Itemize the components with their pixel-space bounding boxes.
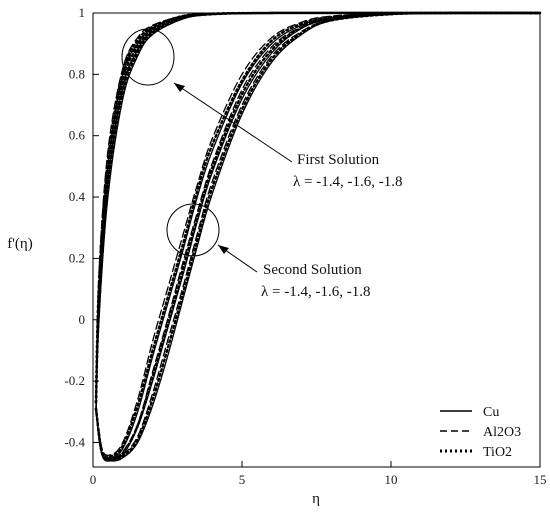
y-tick-label: -0.2 [64,373,85,388]
legend-label-al2o3: Al2O3 [483,425,521,440]
y-tick-label: 1 [79,5,86,20]
first-solution-lambda: λ = -1.4, -1.6, -1.8 [293,174,402,190]
second-solution-line-tio2-lambda-1_8 [94,11,542,461]
first-solution-line-tio2-lambda-1_8 [94,11,542,404]
y-tick-label: 0.4 [69,189,86,204]
legend: Cu Al2O3 TiO2 [440,405,521,460]
legend-label-tio2: TiO2 [483,445,512,460]
series-layer [94,11,542,462]
y-tick-label: -0.4 [64,434,85,449]
second-solution-lambda: λ = -1.4, -1.6, -1.8 [261,284,370,300]
y-tick-label: 0.8 [69,66,85,81]
y-tick-label: 0 [79,312,86,327]
x-tick-label: 0 [90,472,97,487]
y-tick-label: 0.2 [69,250,85,265]
x-tick-label: 15 [534,472,547,487]
legend-label-cu: Cu [483,405,499,420]
second-solution-title: Second Solution [263,262,362,278]
second-solution-line-tio2-lambda-1_4 [94,11,542,459]
first-solution-arrowhead [174,83,185,92]
y-axis-title: f'(η) [7,236,33,252]
y-tick-label: 0.6 [69,128,86,143]
second-solution-circle [166,203,220,257]
plot-frame [92,12,541,468]
second-solution-arrowhead [218,245,229,254]
x-axis-ticks: 0 5 10 15 [90,461,547,487]
first-solution-title: First Solution [297,152,380,168]
y-axis-ticks: -0.4 -0.2 0 0.2 0.4 0.6 0.8 1 [64,5,99,449]
first-solution-circle [121,28,175,86]
x-tick-label: 10 [385,472,398,487]
x-axis-title: η [312,491,320,507]
first-solution-arrow [173,82,293,163]
x-tick-label: 5 [239,472,246,487]
